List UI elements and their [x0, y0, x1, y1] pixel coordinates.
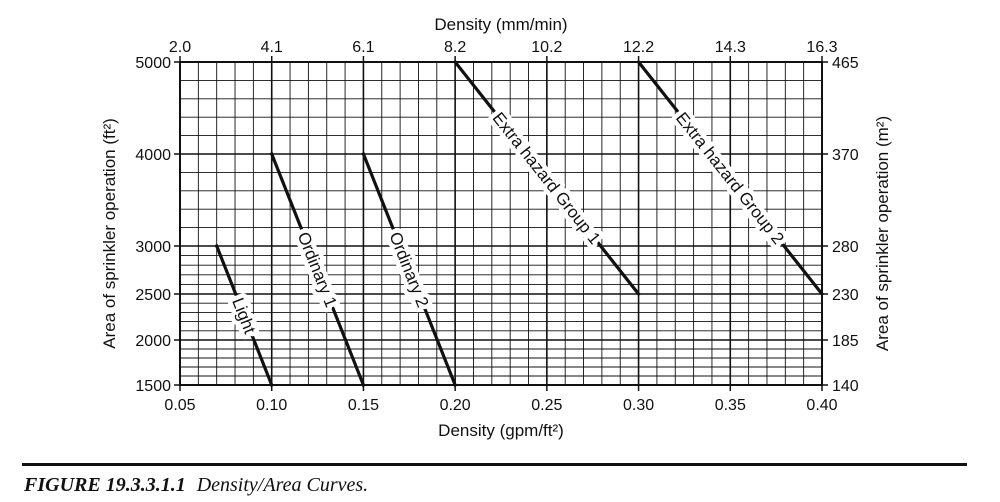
- density-area-chart: 0.05 0.10 0.15 0.20 0.25 0.30 0.35 0.40 2.0 4.1 6.…: [100, 15, 892, 440]
- y2-axis-title: Area of sprinkler operation (m²): [873, 116, 892, 351]
- curve-label: Ordinary 1: [294, 229, 341, 310]
- caption-number: FIGURE 19.3.3.1.1: [24, 474, 186, 496]
- y-tick-label: 4000: [135, 147, 171, 164]
- x2-tick-label: 6.1: [352, 39, 374, 56]
- x2-tick-label: 8.2: [444, 39, 466, 56]
- y2-tick-label: 280: [832, 239, 859, 256]
- x-tick-label: 0.40: [806, 397, 837, 414]
- y-tick-label: 3000: [135, 239, 171, 256]
- y-axis-title: Area of sprinkler operation (ft²): [100, 118, 119, 349]
- curve-line: [636, 59, 825, 297]
- x-tick-label: 0.30: [623, 397, 654, 414]
- figure-caption: FIGURE 19.3.3.1.1 Density/Area Curves.: [24, 474, 368, 497]
- curve-line: [452, 59, 641, 297]
- curve-line: [361, 151, 458, 388]
- x-tick-label: 0.10: [256, 397, 287, 414]
- x2-tick-label: 10.2: [531, 39, 562, 56]
- x2-tick-label: 14.3: [715, 39, 746, 56]
- y2-tick-label: 140: [832, 378, 859, 395]
- x2-tick-label: 4.1: [261, 39, 283, 56]
- axis-titles: Density (gpm/ft²) Density (mm/min) Area of…: [100, 15, 892, 440]
- x-tick-label: 0.05: [164, 397, 195, 414]
- x-tick-label: 0.25: [531, 397, 562, 414]
- curve-line: [214, 243, 274, 388]
- tick-labels: 0.05 0.10 0.15 0.20 0.25 0.30 0.35 0.40 2.0 4.1 6.…: [135, 39, 858, 414]
- curve-ordinary-1: Ordinary 1: [269, 151, 366, 388]
- x-tick-label: 0.15: [348, 397, 379, 414]
- caption-text: Density/Area Curves.: [196, 474, 369, 496]
- x2-tick-label: 2.0: [169, 39, 191, 56]
- x2-tick-label: 12.2: [623, 39, 654, 56]
- curve-label: Ordinary 2: [385, 229, 432, 310]
- x-tick-label: 0.35: [715, 397, 746, 414]
- curve-line: [269, 151, 366, 388]
- x2-tick-label: 16.3: [806, 39, 837, 56]
- curve-ordinary-2: Ordinary 2: [361, 151, 458, 388]
- plot-frame: [179, 61, 823, 386]
- curve-label: Light: [228, 295, 259, 337]
- y-tick-label: 2000: [135, 333, 171, 350]
- x-tick-label: 0.20: [440, 397, 471, 414]
- caption-divider: [22, 463, 967, 466]
- y-tick-label: 2500: [135, 287, 171, 304]
- y-tick-label: 1500: [135, 378, 171, 395]
- x-axis-title: Density (gpm/ft²): [438, 421, 564, 440]
- x2-axis-title: Density (mm/min): [434, 15, 567, 34]
- y2-tick-label: 230: [832, 287, 859, 304]
- y2-tick-label: 465: [832, 55, 859, 72]
- y2-tick-label: 370: [832, 147, 859, 164]
- grid: [179, 61, 823, 386]
- curve-light: Light: [214, 243, 274, 388]
- plot-border: [179, 61, 823, 386]
- y-tick-label: 5000: [135, 55, 171, 72]
- y2-tick-label: 185: [832, 333, 859, 350]
